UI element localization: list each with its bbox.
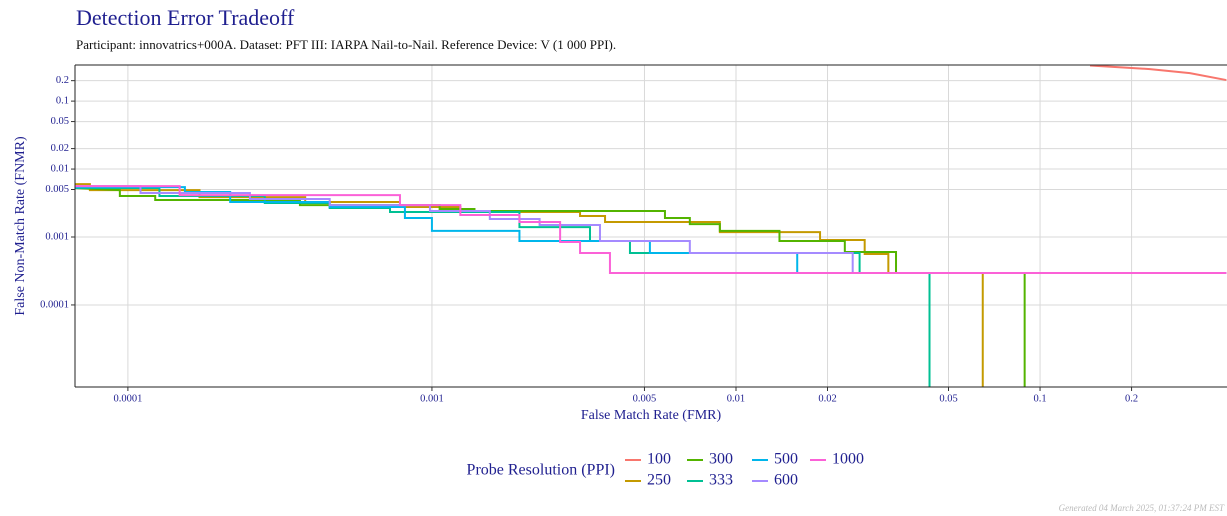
plot-area [75, 65, 1227, 387]
chart-title: Detection Error Tradeoff [76, 5, 295, 30]
series-line [75, 185, 1227, 275]
legend-label: 600 [774, 472, 798, 489]
legend-label: 250 [647, 472, 671, 489]
y-tick-label: 0.2 [56, 75, 69, 86]
legend-label: 300 [709, 451, 733, 468]
y-tick-label: 0.02 [51, 143, 69, 154]
legend-label: 100 [647, 451, 671, 468]
x-tick-label: 0.02 [818, 393, 836, 404]
x-axis-label: False Match Rate (FMR) [581, 408, 722, 423]
series-line [75, 183, 984, 387]
legend-label: 500 [774, 451, 798, 468]
y-tick-label: 0.01 [51, 163, 69, 174]
x-tick-label: 0.0001 [113, 393, 142, 404]
x-tick-label: 0.1 [1033, 393, 1046, 404]
x-tick-label: 0.01 [727, 393, 745, 404]
lines [75, 65, 1227, 387]
series-line [1089, 65, 1227, 82]
legend-label: 333 [709, 472, 733, 489]
chart-subtitle: Participant: innovatrics+000A. Dataset: … [76, 37, 616, 52]
x-tick-label: 0.001 [420, 393, 444, 404]
x-tick-label: 0.2 [1125, 393, 1138, 404]
legend: 100 250 300 333 500 600 1000 [625, 451, 864, 489]
grid [75, 65, 1227, 387]
y-axis-label: False Non-Match Rate (FNMR) [13, 136, 28, 316]
legend-label: 1000 [832, 451, 864, 468]
x-tick-label: 0.005 [633, 393, 657, 404]
y-tick-label: 0.0001 [40, 299, 69, 310]
y-tick-label: 0.1 [56, 96, 69, 107]
x-tick-label: 0.05 [939, 393, 957, 404]
footer: Generated 04 March 2025, 01:37:24 PM EST [1059, 503, 1225, 513]
y-tick-label: 0.05 [51, 116, 69, 127]
y-tick-label: 0.005 [45, 184, 69, 195]
y-tick-label: 0.001 [45, 231, 69, 242]
legend-title: Probe Resolution (PPI) [467, 462, 615, 479]
